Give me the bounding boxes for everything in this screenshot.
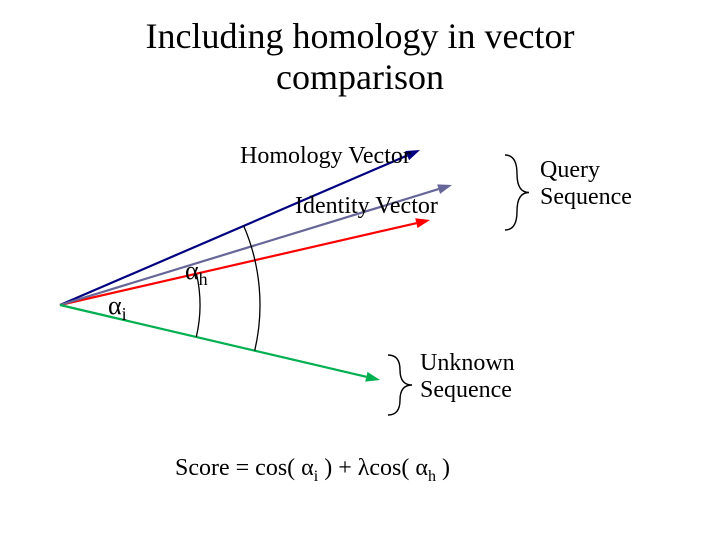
alpha-h-symbol: α [185,256,199,285]
identity-vector-label: Identity Vector [295,193,438,220]
alpha-h-subscript: h [199,269,208,289]
formula-lambda: λ [358,455,370,481]
alpha-h-label: αh [185,256,208,290]
slide: Including homology in vector comparison … [0,0,720,540]
alpha-i-symbol: α [108,291,122,320]
alpha-i-subscript: i [122,304,127,324]
formula-text-1: Score = cos( [175,455,301,481]
unknown-sequence-line-1: Unknown [420,350,515,376]
homology-vector-label: Homology Vector [240,143,411,170]
query-sequence-label: Query Sequence [540,157,632,211]
query-sequence-line-2: Sequence [540,184,632,210]
formula-alpha-h-sub: h [428,468,436,485]
formula-text-4: ) [436,455,450,481]
unknown-sequence-label: Unknown Sequence [420,350,515,404]
query-sequence-line-1: Query [540,157,600,183]
unknown-sequence-line-2: Sequence [420,377,512,403]
formula-alpha-i: α [301,455,314,481]
formula-text-3: cos( [369,455,415,481]
formula-alpha-h: α [415,455,428,481]
score-formula: Score = cos( αi ) + λcos( αh ) [175,455,450,486]
formula-text-2: ) + [318,455,358,481]
alpha-i-label: αi [108,291,127,325]
